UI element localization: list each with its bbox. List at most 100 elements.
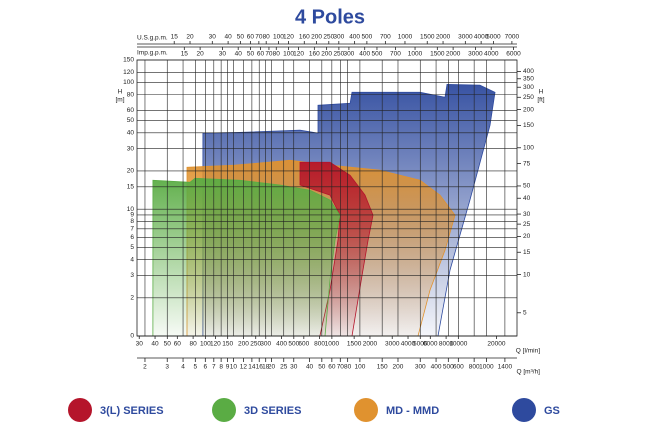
y-tick-label: 100 <box>123 79 134 86</box>
region <box>152 177 341 337</box>
x-tick-label: 12 <box>240 364 248 371</box>
y-tick-label: 9 <box>130 212 134 219</box>
y-tick-label: 120 <box>123 69 134 76</box>
x-tick-label: 3 <box>165 364 169 371</box>
y2-tick-label: 40 <box>523 195 531 202</box>
x-tick-label: 30 <box>290 364 298 371</box>
y-tick-label: 3 <box>130 272 134 279</box>
x2-tick-label: 4000 <box>401 341 416 348</box>
x3-tick-label: 700 <box>380 34 391 41</box>
axis-label: [ft] <box>537 97 544 104</box>
y-tick-label: 40 <box>127 130 135 137</box>
x2-tick-label: 40 <box>151 341 159 348</box>
axis-label: U.S.g.p.m. <box>137 35 168 42</box>
x4-tick-label: 30 <box>219 51 227 58</box>
y2-tick-label: 300 <box>523 84 534 91</box>
x-tick-label: 50 <box>318 364 326 371</box>
y2-tick-label: 25 <box>523 221 531 228</box>
x4-tick-label: 500 <box>372 51 383 58</box>
x3-tick-label: 160 <box>299 34 310 41</box>
x2-tick-label: 2000 <box>363 341 378 348</box>
x2-tick-label: 250 <box>250 341 261 348</box>
x-tick-label: 9 <box>226 364 230 371</box>
x3-tick-label: 200 <box>311 34 322 41</box>
x-tick-label: 2 <box>143 364 147 371</box>
x3-tick-label: 100 <box>273 34 284 41</box>
x3-tick-label: 15 <box>171 34 179 41</box>
x-tick-label: 60 <box>328 364 336 371</box>
x2-tick-label: 50 <box>164 341 172 348</box>
y2-tick-label: 250 <box>523 94 534 101</box>
legend-label: GS <box>544 405 560 417</box>
x-tick-label: 500 <box>443 364 454 371</box>
y-tick-label: 2 <box>130 295 134 302</box>
x3-tick-label: 2000 <box>436 34 451 41</box>
x3-tick-label: 70 <box>255 34 263 41</box>
x4-tick-label: 40 <box>235 51 243 58</box>
x-tick-label: 200 <box>393 364 404 371</box>
x3-tick-label: 5000 <box>486 34 501 41</box>
y2-tick-label: 5 <box>523 309 527 316</box>
x-tick-label: 1400 <box>498 364 513 371</box>
axis-label: H <box>118 89 123 96</box>
x-tick-label: 400 <box>431 364 442 371</box>
axis-label: H <box>539 89 544 96</box>
y-tick-label: 80 <box>127 91 135 98</box>
x3-tick-label: 500 <box>361 34 372 41</box>
x2-tick-label: 20000 <box>487 341 505 348</box>
x-tick-label: 80 <box>344 364 352 371</box>
x-tick-label: 20 <box>268 364 276 371</box>
x2-tick-label: 120 <box>210 341 221 348</box>
y2-tick-label: 350 <box>523 75 534 82</box>
x3-tick-label: 3000 <box>458 34 473 41</box>
x2-tick-label: 1500 <box>347 341 362 348</box>
x4-tick-label: 250 <box>333 51 344 58</box>
y2-tick-label: 75 <box>523 160 531 167</box>
x3-tick-label: 4000 <box>474 34 489 41</box>
x3-tick-label: 120 <box>283 34 294 41</box>
y2-tick-label: 10 <box>523 271 531 278</box>
x2-tick-label: 6000 <box>423 341 438 348</box>
x4-tick-label: 1000 <box>408 51 423 58</box>
x2-tick-label: 200 <box>238 341 249 348</box>
x-tick-label: 300 <box>415 364 426 371</box>
x2-tick-label: 500 <box>288 341 299 348</box>
x2-tick-label: 60 <box>174 341 182 348</box>
x-tick-label: 100 <box>354 364 365 371</box>
x3-tick-label: 40 <box>224 34 232 41</box>
x-tick-label: 800 <box>469 364 480 371</box>
x3-tick-label: 50 <box>237 34 245 41</box>
x-tick-label: 14 <box>248 364 256 371</box>
x-tick-label: 600 <box>453 364 464 371</box>
x-tick-label: 5 <box>193 364 197 371</box>
x3-tick-label: 30 <box>209 34 217 41</box>
x-tick-label: 6 <box>204 364 208 371</box>
x4-tick-label: 400 <box>359 51 370 58</box>
x2-tick-label: 8000 <box>439 341 454 348</box>
x4-tick-label: 50 <box>247 51 255 58</box>
x-tick-label: 16 <box>256 364 264 371</box>
x2-tick-label: 300 <box>260 341 271 348</box>
y-tick-label: 8 <box>130 218 134 225</box>
y2-tick-label: 50 <box>523 183 531 190</box>
x-tick-label: 1000 <box>479 364 494 371</box>
y-tick-label: 30 <box>127 145 135 152</box>
legend-label: 3D SERIES <box>244 405 301 417</box>
x3-tick-label: 1000 <box>398 34 413 41</box>
x4-tick-label: 2000 <box>446 51 461 58</box>
x2-tick-label: 1000 <box>325 341 340 348</box>
x3-tick-label: 400 <box>349 34 360 41</box>
x3-tick-label: 1500 <box>420 34 435 41</box>
x4-tick-label: 700 <box>390 51 401 58</box>
y-tick-label: 50 <box>127 117 135 124</box>
x4-tick-label: 20 <box>197 51 205 58</box>
x-tick-label: 18 <box>262 364 270 371</box>
x4-tick-label: 120 <box>293 51 304 58</box>
legend-label: MD - MMD <box>386 405 439 417</box>
y2-tick-label: 150 <box>523 122 534 129</box>
y-tick-label: 10 <box>127 206 135 213</box>
x4-tick-label: 15 <box>181 51 189 58</box>
x2-tick-label: 800 <box>314 341 325 348</box>
